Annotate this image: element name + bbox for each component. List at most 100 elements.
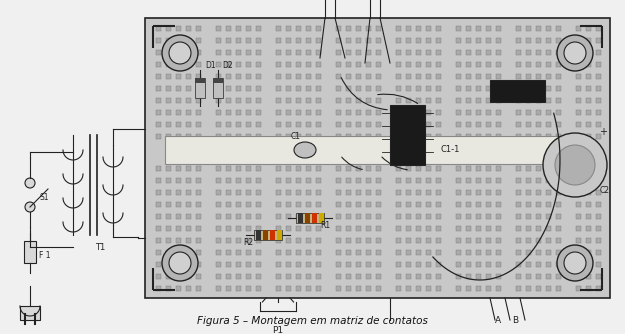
Bar [546, 177, 551, 182]
Bar [296, 49, 301, 54]
Bar [426, 98, 431, 103]
Bar [336, 189, 341, 194]
Bar [346, 177, 351, 182]
Bar [356, 61, 361, 66]
Bar [276, 189, 281, 194]
Bar [466, 201, 471, 206]
Bar [366, 177, 371, 182]
Bar [286, 213, 291, 218]
Bar [306, 110, 311, 115]
Bar [556, 201, 561, 206]
Bar [596, 166, 601, 170]
Bar [216, 286, 221, 291]
Bar [366, 110, 371, 115]
Bar [406, 110, 411, 115]
Bar [396, 86, 401, 91]
Bar [576, 134, 581, 139]
Bar [586, 225, 591, 230]
Bar [416, 98, 421, 103]
Bar [476, 166, 481, 170]
Bar [166, 98, 171, 103]
Bar [196, 166, 201, 170]
Bar [270, 230, 275, 240]
Bar [196, 249, 201, 255]
Bar [556, 122, 561, 127]
Bar [516, 49, 521, 54]
Bar [576, 61, 581, 66]
Text: F 1: F 1 [39, 250, 51, 260]
Bar [546, 73, 551, 78]
Bar [536, 201, 541, 206]
Bar [456, 225, 461, 230]
Bar [476, 122, 481, 127]
Bar [256, 49, 261, 54]
Bar [526, 98, 531, 103]
Bar [296, 73, 301, 78]
Text: D2: D2 [222, 61, 232, 70]
Bar [426, 249, 431, 255]
Bar [516, 110, 521, 115]
Bar [286, 73, 291, 78]
Bar [476, 98, 481, 103]
Bar [486, 189, 491, 194]
Bar [526, 37, 531, 42]
Bar [336, 249, 341, 255]
Bar [526, 262, 531, 267]
Bar [286, 177, 291, 182]
Bar [466, 61, 471, 66]
Bar [586, 177, 591, 182]
Bar [276, 110, 281, 115]
Bar [336, 237, 341, 242]
Bar [556, 189, 561, 194]
Bar [336, 25, 341, 30]
Bar [346, 262, 351, 267]
Bar [346, 61, 351, 66]
Bar [226, 166, 231, 170]
Bar [346, 166, 351, 170]
Bar [466, 249, 471, 255]
Bar [256, 166, 261, 170]
Bar [216, 25, 221, 30]
Bar [346, 274, 351, 279]
Bar [216, 237, 221, 242]
Bar [286, 225, 291, 230]
Bar [596, 110, 601, 115]
Text: R1: R1 [320, 221, 330, 230]
Bar [396, 110, 401, 115]
Bar [456, 134, 461, 139]
Bar [376, 73, 381, 78]
Bar [376, 166, 381, 170]
Bar [246, 213, 251, 218]
Bar [356, 166, 361, 170]
Bar [556, 286, 561, 291]
Bar [366, 49, 371, 54]
Circle shape [169, 42, 191, 64]
Bar [496, 213, 501, 218]
Bar [156, 213, 161, 218]
Bar [316, 177, 321, 182]
Bar [376, 177, 381, 182]
Bar [216, 225, 221, 230]
Bar [166, 177, 171, 182]
Bar [556, 225, 561, 230]
Bar [186, 213, 191, 218]
Bar [456, 37, 461, 42]
Bar [306, 213, 311, 218]
Bar [436, 86, 441, 91]
Bar [456, 262, 461, 267]
Bar [496, 177, 501, 182]
Bar [416, 213, 421, 218]
Bar [596, 225, 601, 230]
Bar [296, 237, 301, 242]
Bar [296, 37, 301, 42]
Bar [176, 122, 181, 127]
Bar [316, 61, 321, 66]
Bar [166, 286, 171, 291]
Bar [416, 286, 421, 291]
Bar [356, 249, 361, 255]
Circle shape [25, 178, 35, 188]
Bar [476, 177, 481, 182]
Bar [286, 86, 291, 91]
Bar [490, 80, 545, 102]
Bar [496, 25, 501, 30]
